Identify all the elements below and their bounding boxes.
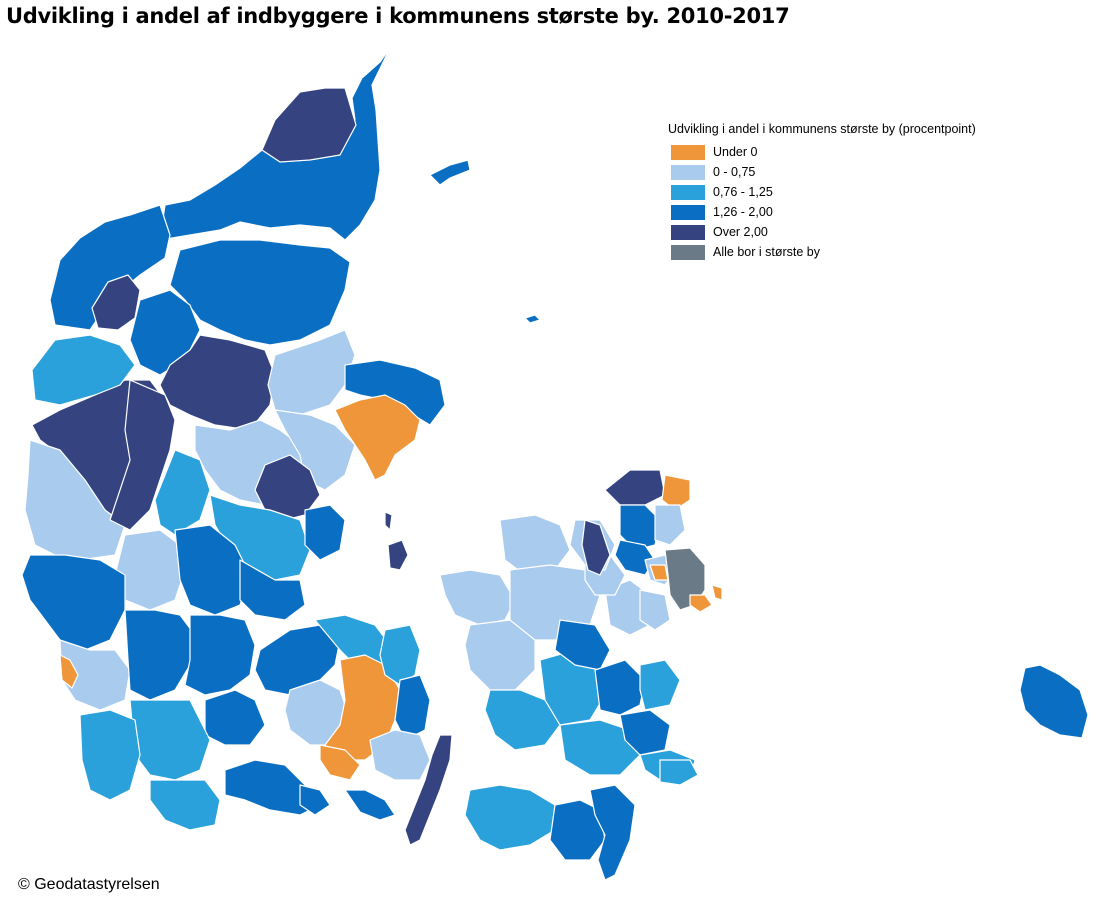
- legend-swatch: [671, 244, 705, 260]
- region-svendborg: [369, 729, 431, 781]
- region-billund: [174, 524, 251, 616]
- region-koge: [594, 659, 646, 716]
- map-legend: Udvikling i andel i kommunens største by…: [668, 122, 976, 262]
- region-haderslev: [129, 699, 211, 781]
- legend-label: 0 - 0,75: [713, 165, 756, 179]
- region-stevns: [639, 659, 681, 711]
- region-aabenraa: [149, 779, 221, 831]
- region-thy: [49, 204, 171, 331]
- legend-item: 1,26 - 2,00: [671, 202, 976, 222]
- region-vejle-fredericia: [184, 614, 256, 696]
- region-faxe: [619, 709, 671, 756]
- region-nyborg: [394, 674, 431, 741]
- legend-label: 1,26 - 2,00: [713, 205, 773, 219]
- region-lolland: [464, 784, 556, 851]
- legend-item: Alle bor i største by: [671, 242, 976, 262]
- region-viborg-skive: [159, 334, 276, 431]
- region-taarnby: [711, 584, 723, 601]
- region-horsens: [239, 559, 306, 621]
- region-faaborg: [319, 744, 361, 781]
- region-lemvig: [31, 334, 136, 406]
- region-frederikshavn: [261, 87, 357, 163]
- legend-swatch: [671, 144, 705, 160]
- region-samso: [387, 539, 409, 571]
- legend-label: Under 0: [713, 145, 758, 159]
- region-dragor: [689, 594, 713, 613]
- region-nw-zealand-coast: [499, 514, 571, 576]
- legend-swatch: [671, 184, 705, 200]
- legend-item: Over 2,00: [671, 222, 976, 242]
- legend-label: Alle bor i største by: [713, 245, 820, 259]
- region-gribskov: [604, 469, 666, 506]
- region-vejen: [124, 609, 196, 701]
- region-ballerup: [649, 564, 669, 581]
- region-middelfart: [254, 624, 341, 696]
- region-moen: [659, 759, 699, 786]
- region-favrskov: [274, 409, 356, 491]
- region-hillerod: [619, 504, 661, 551]
- region-djursland-north: [344, 359, 446, 426]
- region-laeso: [429, 159, 471, 186]
- region-greve: [639, 589, 671, 631]
- region-halsnaes: [581, 519, 611, 576]
- region-falster: [589, 784, 636, 881]
- region-langeland: [404, 734, 453, 846]
- region-anholt: [524, 314, 541, 324]
- region-tonder: [79, 709, 141, 801]
- region-slagelse: [484, 689, 561, 751]
- region-ringkobing: [24, 439, 126, 561]
- region-fano: [59, 654, 79, 689]
- legend-title: Udvikling i andel i kommunens største by…: [668, 122, 976, 136]
- region-naestved: [559, 719, 641, 776]
- map-title: Udvikling i andel af indbyggere i kommun…: [6, 4, 790, 28]
- region-odsherred: [439, 569, 516, 626]
- region-helsingor: [661, 474, 691, 511]
- region-fredensborg: [654, 504, 686, 546]
- legend-item: Under 0: [671, 142, 976, 162]
- legend-swatch: [671, 164, 705, 180]
- legend-item: 0,76 - 1,25: [671, 182, 976, 202]
- region-herning: [109, 379, 176, 531]
- region-odder: [304, 504, 346, 561]
- region-randers-mariager: [267, 329, 356, 416]
- region-guldborgsund: [549, 799, 606, 861]
- legend-swatch: [671, 204, 705, 220]
- region-esbjerg: [59, 639, 131, 711]
- region-kolding: [204, 689, 266, 746]
- copyright-credit: © Geodatastyrelsen: [18, 876, 160, 893]
- region-aero: [344, 789, 396, 821]
- region-varde: [21, 554, 126, 651]
- legend-item: 0 - 0,75: [671, 162, 976, 182]
- legend-label: 0,76 - 1,25: [713, 185, 773, 199]
- region-bornholm: [1019, 664, 1089, 739]
- region-als: [299, 784, 331, 816]
- region-mors: [91, 274, 141, 331]
- legend-label: Over 2,00: [713, 225, 768, 239]
- region-allerod: [614, 539, 656, 576]
- region-samso-north: [384, 511, 393, 531]
- legend-swatch: [671, 224, 705, 240]
